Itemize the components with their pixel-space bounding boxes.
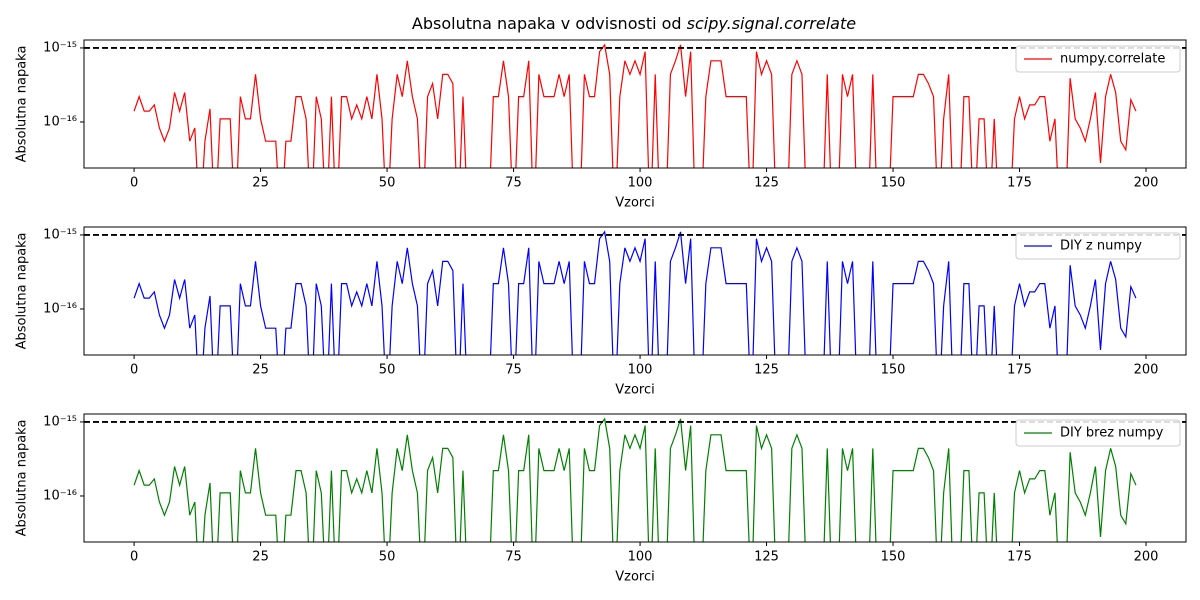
- legend-box: [1015, 45, 1181, 73]
- x-tick-label: 75: [505, 550, 522, 565]
- x-tick-label: 150: [881, 550, 906, 565]
- title-math: scipy.signal.correlate: [687, 14, 857, 33]
- x-tick-label: 0: [130, 176, 138, 191]
- legend: DIY z numpy: [1015, 232, 1181, 260]
- legend-label: numpy.correlate: [1060, 52, 1165, 67]
- y-tick-label: 10⁻¹⁶: [43, 301, 77, 316]
- x-tick-label: 100: [628, 363, 653, 378]
- y-tick-label: 10⁻¹⁶: [43, 114, 77, 129]
- y-tick-label: 10⁻¹⁵: [43, 227, 77, 242]
- x-tick-label: 200: [1134, 176, 1159, 191]
- legend-label: DIY brez numpy: [1060, 426, 1164, 441]
- subplot: 0 25 50 75 100 125 150 175 200 10⁻¹⁶ 10⁻¹⁵ Vzorci Ab…: [15, 226, 1187, 398]
- x-tick-label: 25: [252, 176, 269, 191]
- axes-frame: [83, 413, 1187, 543]
- y-tick-label: 10⁻¹⁵: [43, 414, 77, 429]
- axes-frame: [83, 39, 1187, 169]
- x-tick-label: 75: [505, 176, 522, 191]
- y-axis-label: Absolutna napaka: [15, 233, 30, 350]
- series-line: [133, 43, 1137, 168]
- x-axis-label: Vzorci: [615, 383, 655, 398]
- legend-box: [1015, 232, 1181, 260]
- x-tick-label: 75: [505, 363, 522, 378]
- x-tick-label: 100: [628, 550, 653, 565]
- y-tick-label: 10⁻¹⁵: [43, 40, 77, 55]
- x-tick-label: 175: [1007, 550, 1032, 565]
- legend: DIY brez numpy: [1015, 419, 1181, 447]
- x-tick-label: 25: [252, 550, 269, 565]
- figure-title: Absolutna napaka v odvisnosti od scipy.s…: [412, 14, 856, 33]
- x-tick-label: 100: [628, 176, 653, 191]
- x-tick-label: 200: [1134, 550, 1159, 565]
- x-axis-label: Vzorci: [615, 570, 655, 585]
- subplot: 0 25 50 75 100 125 150 175 200 10⁻¹⁶ 10⁻¹⁵ Vzorci Ab…: [15, 39, 1187, 211]
- x-tick-label: 0: [130, 363, 138, 378]
- x-tick-label: 50: [379, 550, 396, 565]
- x-tick-label: 175: [1007, 176, 1032, 191]
- x-tick-label: 150: [881, 363, 906, 378]
- x-tick-label: 50: [379, 176, 396, 191]
- x-tick-label: 125: [754, 550, 779, 565]
- x-tick-label: 150: [881, 176, 906, 191]
- y-axis-label: Absolutna napaka: [15, 46, 30, 163]
- series-line: [133, 230, 1137, 355]
- x-tick-label: 200: [1134, 363, 1159, 378]
- y-tick-label: 10⁻¹⁶: [43, 488, 77, 503]
- legend: numpy.correlate: [1015, 45, 1181, 73]
- x-tick-label: 125: [754, 363, 779, 378]
- subplot: 0 25 50 75 100 125 150 175 200 10⁻¹⁶ 10⁻¹⁵ Vzorci Ab…: [15, 413, 1187, 585]
- series-line: [133, 417, 1137, 542]
- title-text: Absolutna napaka v odvisnosti od: [412, 14, 682, 33]
- x-tick-label: 125: [754, 176, 779, 191]
- x-tick-label: 25: [252, 363, 269, 378]
- axes-frame: [83, 226, 1187, 356]
- x-axis-label: Vzorci: [615, 196, 655, 211]
- legend-box: [1015, 419, 1181, 447]
- legend-label: DIY z numpy: [1060, 239, 1142, 254]
- y-axis-label: Absolutna napaka: [15, 420, 30, 537]
- x-tick-label: 0: [130, 550, 138, 565]
- x-tick-label: 50: [379, 363, 396, 378]
- x-tick-label: 175: [1007, 363, 1032, 378]
